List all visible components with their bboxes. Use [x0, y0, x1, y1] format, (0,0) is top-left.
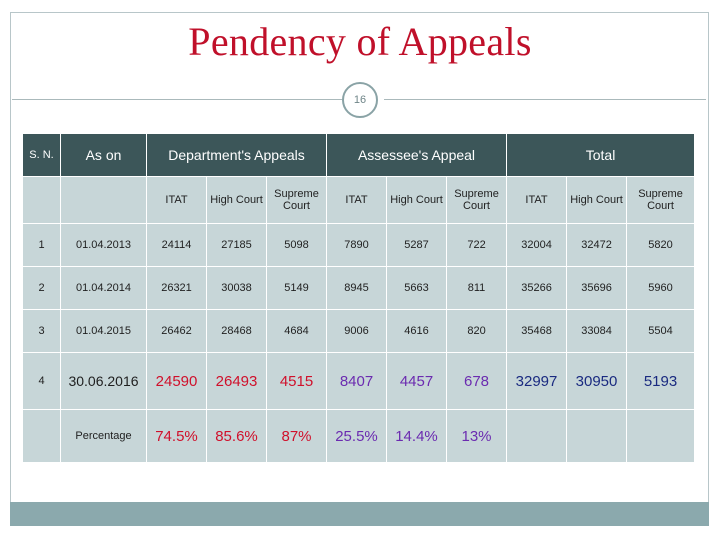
row-date: 01.04.2013 — [60, 223, 147, 267]
table-cell: 4684 — [266, 309, 327, 353]
table-cell: 5820 — [626, 223, 696, 267]
table-cell: 5960 — [626, 266, 696, 310]
table-cell: 7890 — [326, 223, 387, 267]
table-row: 2 01.04.2014 26321 30038 5149 8945 5663 … — [22, 266, 696, 310]
table-cell: 35696 — [566, 266, 628, 310]
row-sn: 2 — [22, 266, 61, 310]
header-as-on: As on — [60, 133, 147, 177]
percentage-cell: 13% — [445, 409, 508, 463]
header-sn: S. N. — [22, 133, 61, 177]
table-cell: 9006 — [326, 309, 387, 353]
table-cell: 678 — [445, 352, 508, 410]
table-cell: 5504 — [626, 309, 696, 353]
row-date: 01.04.2015 — [60, 309, 147, 353]
table-cell: 32004 — [506, 223, 568, 267]
sub-header-cell: ITAT — [326, 176, 387, 224]
group-header-row: S. N. As on Department's Appeals Assesse… — [22, 133, 696, 177]
percentage-row: Percentage 74.5% 85.6% 87% 25.5% 14.4% 1… — [22, 409, 696, 463]
sub-header-cell: High Court — [566, 176, 628, 224]
table-cell: 8945 — [326, 266, 387, 310]
divider-right — [384, 99, 706, 100]
table-row: 3 01.04.2015 26462 28468 4684 9006 4616 … — [22, 309, 696, 353]
table-cell: 27185 — [206, 223, 267, 267]
sub-header-cell: Supreme Court — [445, 176, 508, 224]
footer-bar — [10, 502, 709, 526]
table-cell: 5193 — [626, 352, 696, 410]
table-cell: 8407 — [326, 352, 387, 410]
sub-header-cell: Supreme Court — [266, 176, 327, 224]
pendency-table: S. N. As on Department's Appeals Assesse… — [22, 133, 696, 463]
table-cell: 33084 — [566, 309, 628, 353]
percentage-cell: 14.4% — [386, 409, 447, 463]
table-cell: 32472 — [566, 223, 628, 267]
sub-header-blank — [60, 176, 147, 224]
table-cell: 5663 — [386, 266, 447, 310]
percentage-label: Percentage — [60, 409, 147, 463]
sub-header-cell: High Court — [206, 176, 267, 224]
table-cell: 24114 — [146, 223, 207, 267]
table-cell: 35266 — [506, 266, 568, 310]
table-cell: 35468 — [506, 309, 568, 353]
row-date: 30.06.2016 — [60, 352, 147, 410]
table-cell: 5098 — [266, 223, 327, 267]
percentage-cell: 74.5% — [146, 409, 207, 463]
percentage-cell: 85.6% — [206, 409, 267, 463]
page-number: 16 — [342, 82, 378, 118]
percentage-cell: 87% — [266, 409, 327, 463]
sub-header-cell: High Court — [386, 176, 447, 224]
empty-cell — [566, 409, 628, 463]
table-cell: 811 — [445, 266, 508, 310]
table-cell: 26321 — [146, 266, 207, 310]
sub-header-cell: ITAT — [146, 176, 207, 224]
header-department-appeals: Department's Appeals — [146, 133, 327, 177]
table-cell: 26462 — [146, 309, 207, 353]
table-cell: 5287 — [386, 223, 447, 267]
empty-cell — [626, 409, 696, 463]
slide-title: Pendency of Appeals — [188, 19, 532, 64]
table-row-current: 4 30.06.2016 24590 26493 4515 8407 4457 … — [22, 352, 696, 410]
table-cell: 4457 — [386, 352, 447, 410]
table-cell: 5149 — [266, 266, 327, 310]
header-assessee-appeal: Assessee's Appeal — [325, 133, 508, 177]
row-sn: 1 — [22, 223, 61, 267]
row-sn — [22, 409, 61, 463]
table-cell: 30038 — [206, 266, 267, 310]
row-date: 01.04.2014 — [60, 266, 147, 310]
row-sn: 3 — [22, 309, 61, 353]
sub-header-cell: Supreme Court — [626, 176, 696, 224]
percentage-cell: 25.5% — [326, 409, 387, 463]
table-cell: 30950 — [566, 352, 628, 410]
divider-left — [12, 99, 342, 100]
table-row: 1 01.04.2013 24114 27185 5098 7890 5287 … — [22, 223, 696, 267]
table-cell: 722 — [445, 223, 508, 267]
table-cell: 32997 — [506, 352, 568, 410]
row-sn: 4 — [22, 352, 61, 410]
table-cell: 4616 — [386, 309, 447, 353]
table-cell: 28468 — [206, 309, 267, 353]
empty-cell — [506, 409, 568, 463]
sub-header-row: ITAT High Court Supreme Court ITAT High … — [22, 176, 696, 224]
table-cell: 26493 — [206, 352, 267, 410]
table-cell: 820 — [445, 309, 508, 353]
table-cell: 24590 — [146, 352, 207, 410]
sub-header-cell: ITAT — [506, 176, 568, 224]
table-cell: 4515 — [266, 352, 327, 410]
sub-header-blank — [22, 176, 61, 224]
header-total: Total — [506, 133, 696, 177]
